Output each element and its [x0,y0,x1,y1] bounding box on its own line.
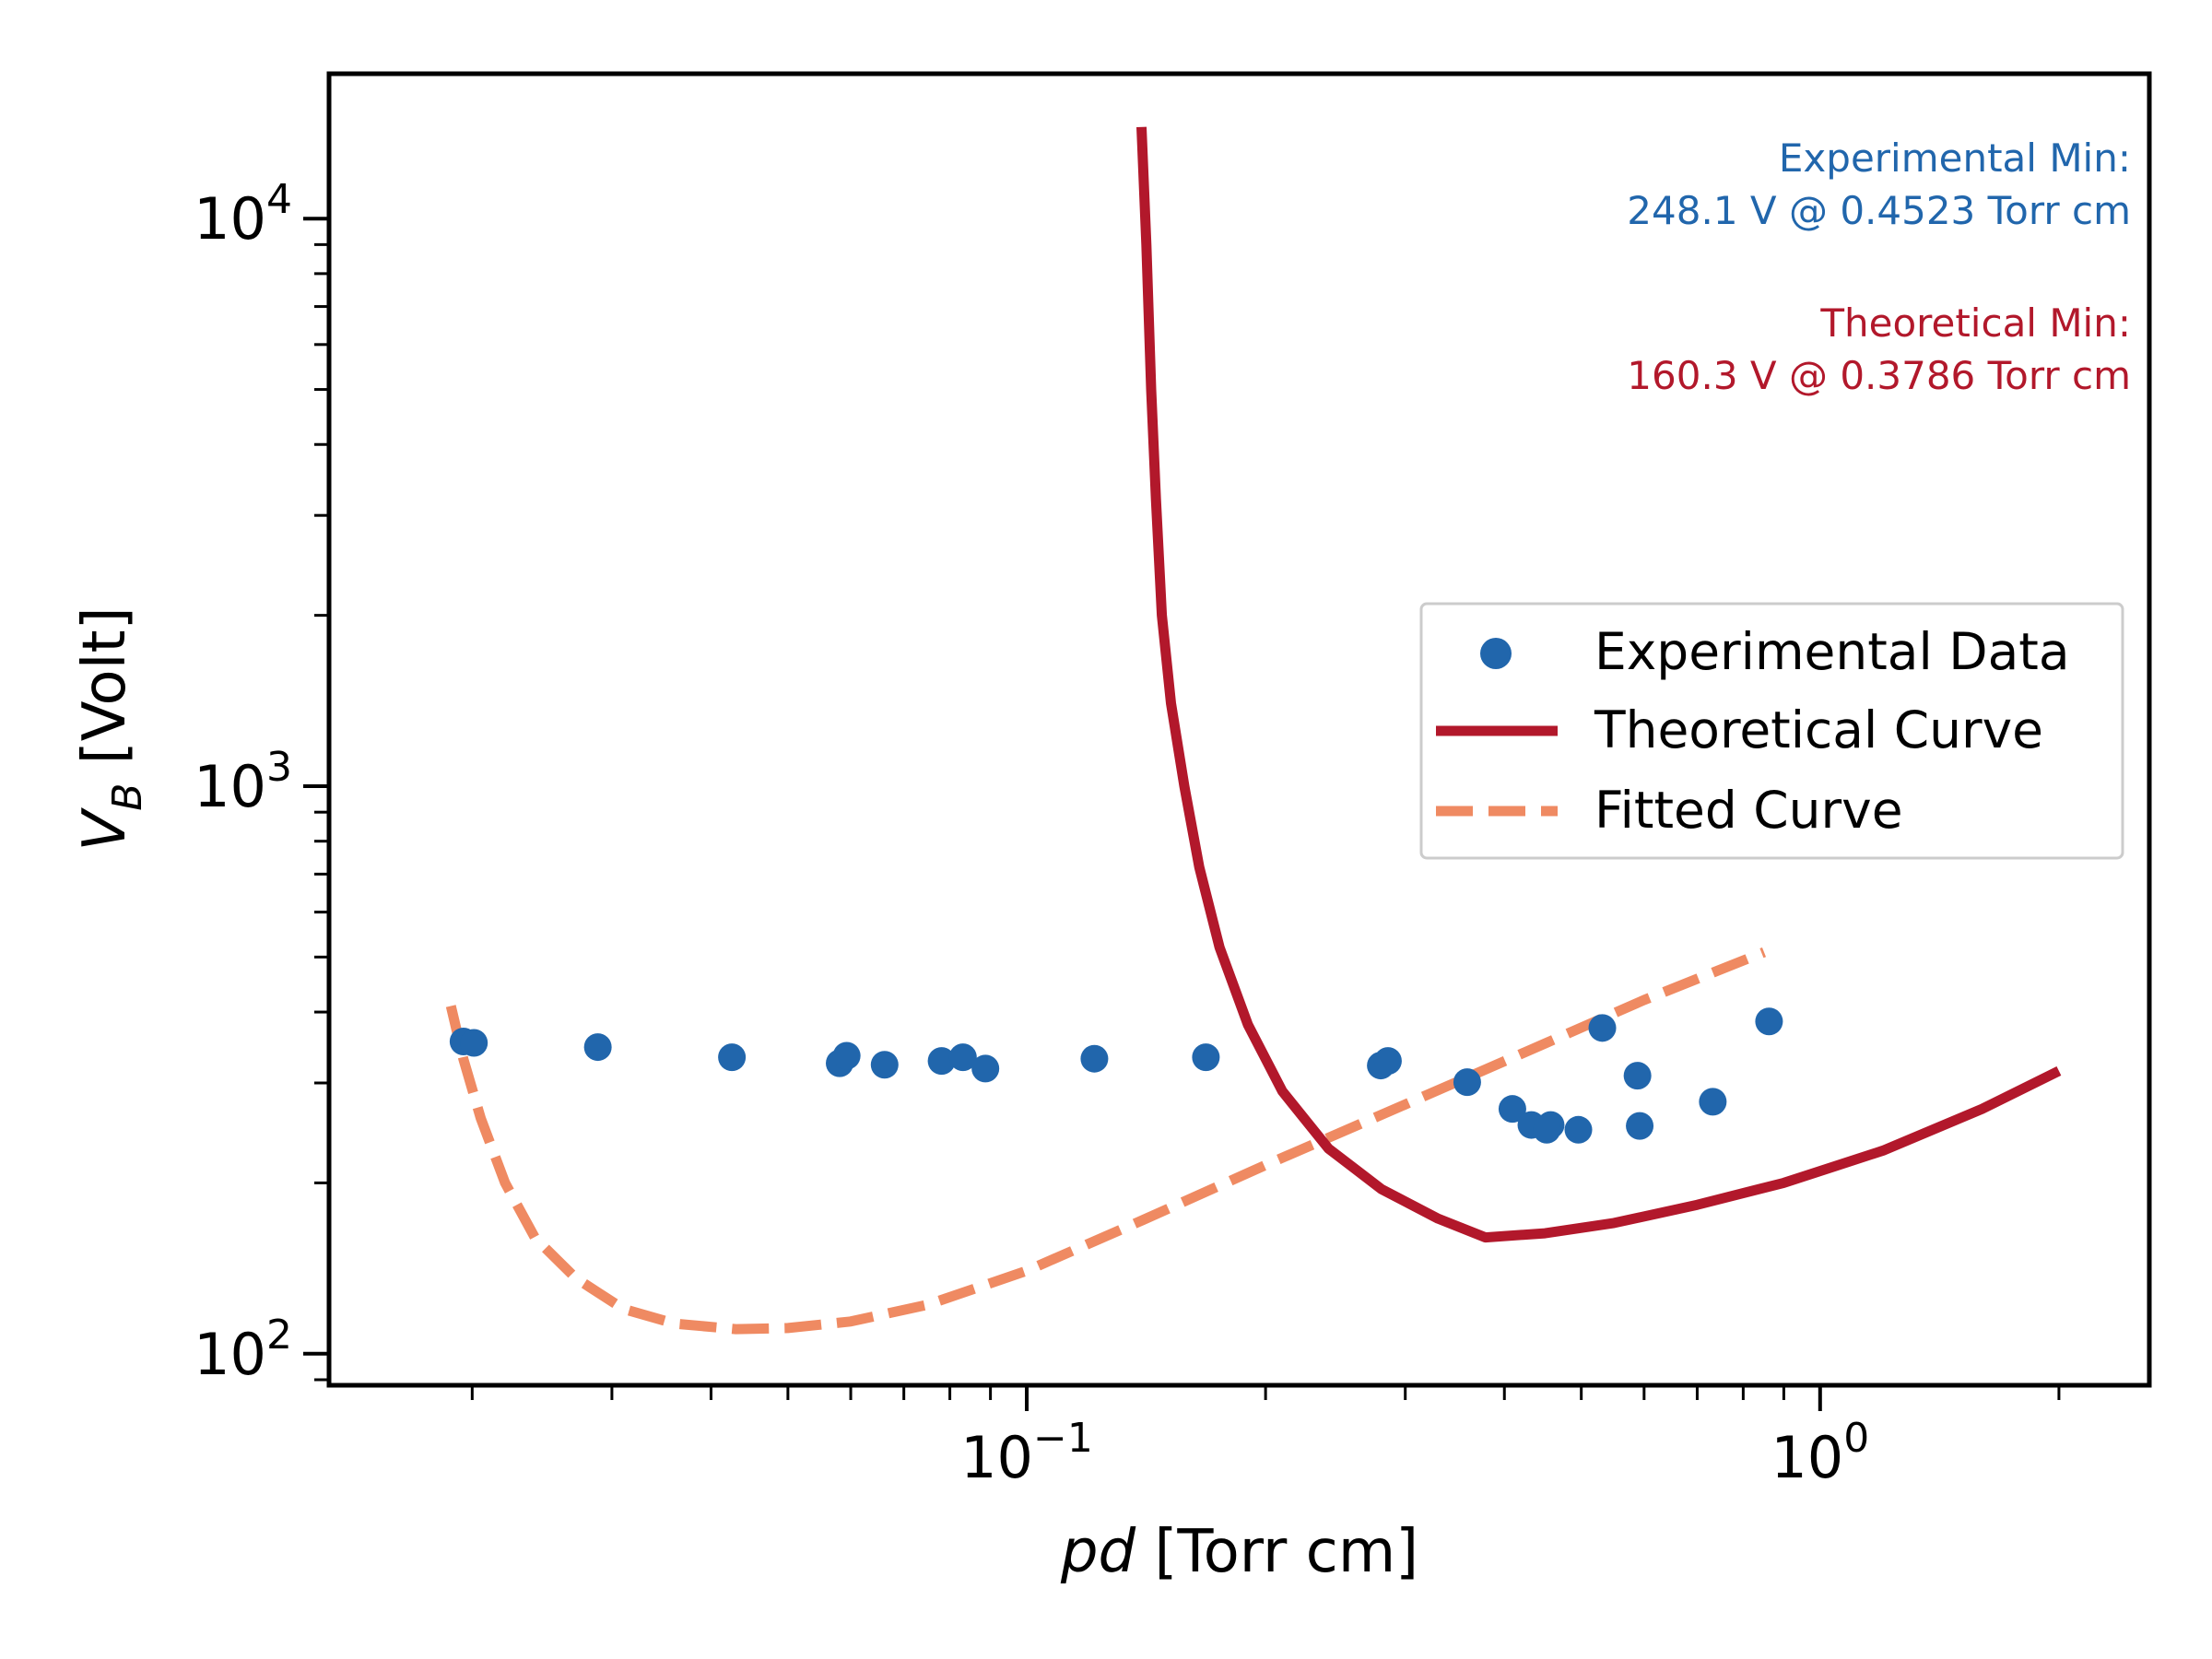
experimental-data-point [971,1054,1000,1083]
experimental-data-point [948,1043,977,1072]
plot-data [445,126,2062,1335]
experimental-data-point [832,1041,861,1070]
y-tick-label: 103 [194,744,292,820]
experimental-data-point [1453,1068,1481,1097]
experimental-data-point [583,1033,612,1062]
plot-frame [326,71,2152,1388]
y-tick-label: 102 [194,1312,292,1388]
axis-ticks: 10−1 100 102 103 104 [194,176,2061,1491]
theoretical-curve-line [1136,126,2062,1243]
experimental-data-point [1699,1088,1727,1116]
legend-label-experimental: Experimental Data [1594,622,2070,681]
experimental-min-annotation: Experimental Min: 248.1 V @ 0.4523 Torr … [1627,135,2131,233]
experimental-data-point [1192,1043,1220,1072]
experimental-data-point [1623,1062,1652,1090]
legend-experimental-marker-icon [1480,638,1512,669]
theoretical-min-annotation: Theoretical Min: 160.3 V @ 0.3786 Torr c… [1627,300,2131,398]
legend: Experimental Data Theoretical Curve Fitt… [1419,602,2124,860]
theoretical-min-value: 160.3 V @ 0.3786 Torr cm [1627,353,2131,398]
experimental-data-point [1626,1112,1654,1140]
y-tick-label: 104 [194,176,292,253]
experimental-data-point [1373,1047,1402,1076]
experimental-data-point [1533,1115,1561,1144]
x-tick-label: 100 [1771,1415,1869,1491]
x-tick-label: 10−1 [960,1415,1093,1491]
legend-label-theoretical: Theoretical Curve [1594,700,2043,759]
experimental-min-label: Experimental Min: [1779,135,2131,181]
experimental-min-value: 248.1 V @ 0.4523 Torr cm [1627,188,2131,233]
experimental-data-point [870,1051,899,1079]
legend-label-fitted: Fitted Curve [1594,781,1903,840]
y-axis-label: VB [Volt] [71,606,151,851]
experimental-data-point [927,1047,956,1076]
experimental-data-point [1080,1044,1109,1073]
experimental-data-point [1498,1095,1526,1124]
x-axis-label: pd [Torr cm] [1060,1518,1418,1586]
theoretical-min-label: Theoretical Min: [1819,300,2131,346]
fitted-curve-line [445,947,1767,1335]
experimental-data-point [1564,1115,1593,1144]
experimental-data-point [460,1029,488,1057]
experimental-data-point [718,1043,747,1072]
legend-box [1419,602,2124,860]
experimental-data-point [1755,1007,1783,1036]
experimental-data-point [1588,1014,1617,1042]
